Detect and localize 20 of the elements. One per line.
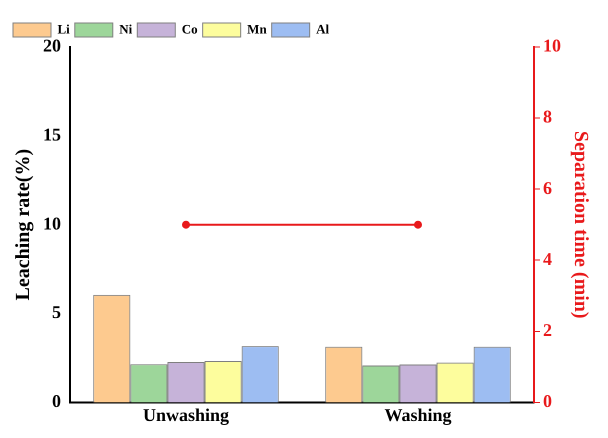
legend-label: Ni [119, 21, 133, 36]
y-tick-label: 5 [52, 302, 61, 322]
y2-tick-label: 0 [543, 391, 552, 412]
legend-label: Mn [247, 21, 268, 36]
y2-tick-label: 8 [543, 106, 552, 127]
y2-tick-label: 6 [543, 178, 552, 198]
y2-axis-title: Separation time (min) [570, 130, 592, 319]
y2-tick-label: 4 [543, 248, 552, 269]
legend-label: Co [182, 21, 198, 36]
y2-tick-label: 2 [543, 320, 552, 340]
legend-label: Al [316, 21, 330, 36]
y-tick-label: 10 [43, 213, 61, 234]
x-tick-label: Unwashing [142, 404, 230, 425]
y-tick-label: 20 [43, 36, 61, 56]
y2-tick-label: 10 [543, 36, 561, 56]
y-axis-title: Leaching rate(%) [12, 148, 34, 301]
x-tick-label: Washing [384, 404, 452, 425]
y-tick-label: 0 [52, 391, 61, 412]
y-tick-label: 15 [43, 124, 61, 145]
legend-label: Li [58, 21, 70, 36]
